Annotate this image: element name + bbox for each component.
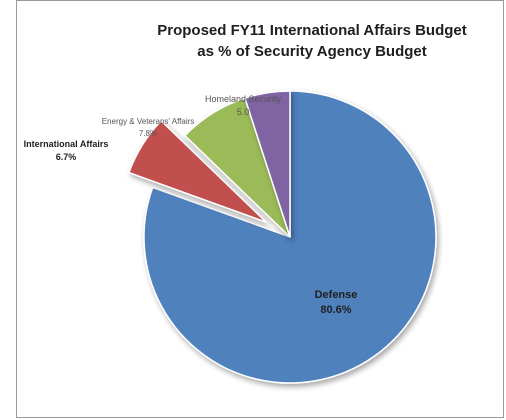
slice-value-energy-veterans-affairs: 7.8%: [139, 129, 157, 138]
slice-label-international-affairs: International Affairs: [24, 139, 109, 149]
chart-title-line-2: as % of Security Agency Budget: [197, 43, 427, 60]
slice-label-homeland-security: Homeland Security: [205, 94, 282, 104]
slice-label-energy-veterans-affairs: Energy & Veterans' Affairs: [102, 117, 195, 126]
chart-title: Proposed FY11 International Affairs Budg…: [0, 20, 506, 62]
slice-value-homeland-security: 5.0: [237, 107, 250, 117]
slice-value-defense: 80.6%: [320, 304, 351, 316]
slice-value-international-affairs: 6.7%: [56, 152, 77, 162]
chart-title-line-1: Proposed FY11 International Affairs Budg…: [157, 22, 467, 39]
pie-slice-homeland-security: [243, 90, 291, 238]
slice-label-defense: Defense: [315, 289, 358, 301]
pie-slice-international-affairs: [127, 119, 267, 223]
